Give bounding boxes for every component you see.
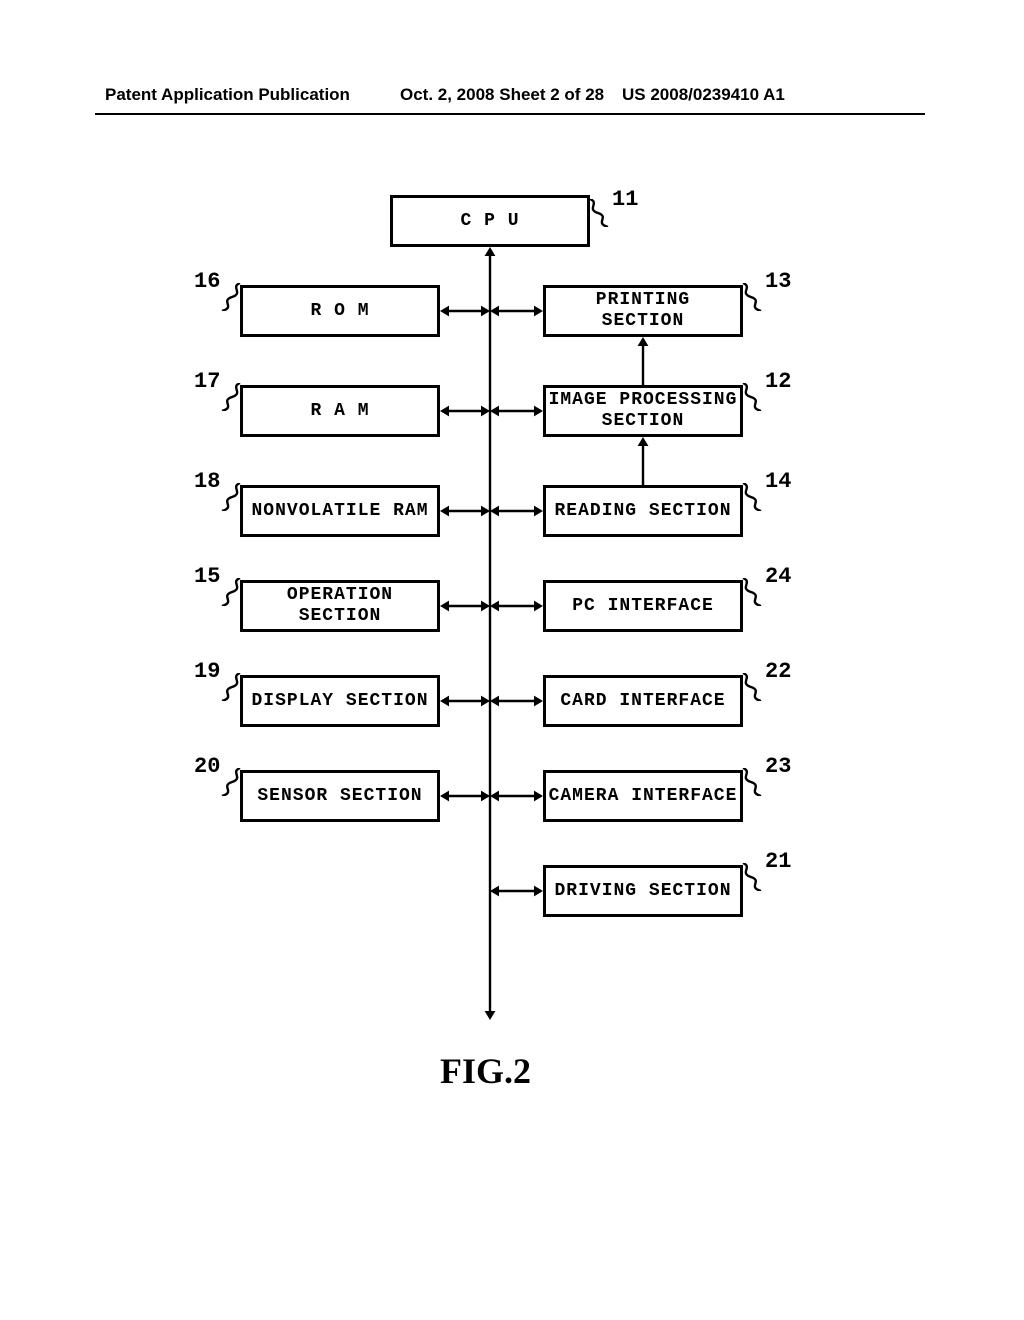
lead-cpu [588, 199, 610, 227]
ref-14: 14 [765, 469, 791, 494]
block-13: PRINTING SECTION [543, 285, 743, 337]
lead-19 [220, 673, 242, 701]
lead-15 [220, 578, 242, 606]
lead-13 [741, 283, 763, 311]
block-12: IMAGE PROCESSING SECTION [543, 385, 743, 437]
lead-21 [741, 863, 763, 891]
lead-24 [741, 578, 763, 606]
header-publication: Patent Application Publication [105, 85, 350, 105]
ref-16: 16 [194, 269, 220, 294]
block-14: READING SECTION [543, 485, 743, 537]
block-15: OPERATION SECTION [240, 580, 440, 632]
ref-cpu: 11 [612, 187, 638, 212]
ref-12: 12 [765, 369, 791, 394]
ref-18: 18 [194, 469, 220, 494]
block-20: SENSOR SECTION [240, 770, 440, 822]
block-19: DISPLAY SECTION [240, 675, 440, 727]
lead-18 [220, 483, 242, 511]
block-24: PC INTERFACE [543, 580, 743, 632]
connector-layer [0, 180, 1024, 1080]
block-18: NONVOLATILE RAM [240, 485, 440, 537]
header-rule [95, 113, 925, 115]
header-patent-no: US 2008/0239410 A1 [622, 85, 785, 105]
block-17: R A M [240, 385, 440, 437]
lead-23 [741, 768, 763, 796]
block-diagram: C P U 11 R O M 16 R A M 17 NONVOLATILE RAM 18 OP… [0, 180, 1024, 1180]
block-23: CAMERA INTERFACE [543, 770, 743, 822]
ref-24: 24 [765, 564, 791, 589]
ref-19: 19 [194, 659, 220, 684]
lead-20 [220, 768, 242, 796]
ref-23: 23 [765, 754, 791, 779]
block-22: CARD INTERFACE [543, 675, 743, 727]
block-cpu: C P U [390, 195, 590, 247]
figure-caption: FIG.2 [440, 1050, 531, 1092]
lead-22 [741, 673, 763, 701]
block-16: R O M [240, 285, 440, 337]
header-date-sheet: Oct. 2, 2008 Sheet 2 of 28 [400, 85, 604, 105]
ref-17: 17 [194, 369, 220, 394]
lead-16 [220, 283, 242, 311]
ref-21: 21 [765, 849, 791, 874]
ref-20: 20 [194, 754, 220, 779]
ref-15: 15 [194, 564, 220, 589]
lead-12 [741, 383, 763, 411]
lead-17 [220, 383, 242, 411]
lead-14 [741, 483, 763, 511]
ref-13: 13 [765, 269, 791, 294]
block-21: DRIVING SECTION [543, 865, 743, 917]
ref-22: 22 [765, 659, 791, 684]
